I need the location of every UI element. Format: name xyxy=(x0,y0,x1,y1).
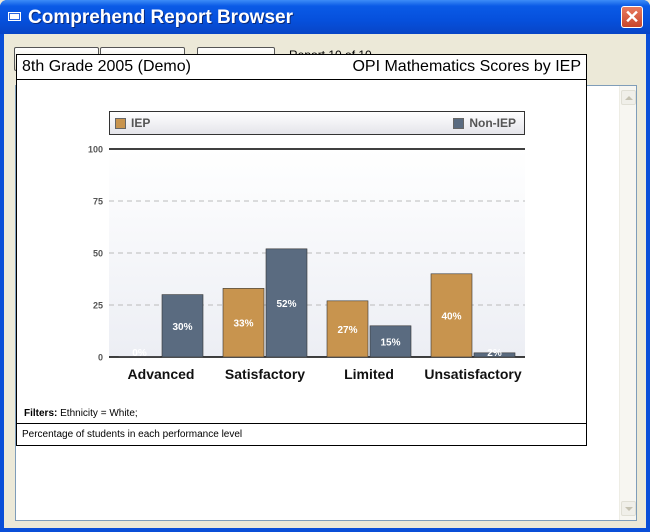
report-subject-title: OPI Mathematics Scores by IEP xyxy=(352,58,581,75)
bar-chart: 0 25 50 75 100 0% 30% Advanced 33% 52% Satisfactor… xyxy=(88,145,525,382)
scroll-down-icon xyxy=(624,506,633,511)
legend-item-iep: IEP xyxy=(115,116,150,130)
bar-value-label: 40% xyxy=(441,311,461,322)
bar-value-label: 27% xyxy=(337,325,357,336)
x-category-label: Advanced xyxy=(128,366,195,382)
legend-item-non-iep: Non-IEP xyxy=(453,116,516,130)
x-category-label: Unsatisfactory xyxy=(424,366,521,382)
x-category-label: Satisfactory xyxy=(225,366,305,382)
close-icon: ✕ xyxy=(624,7,640,27)
y-tick-label: 25 xyxy=(93,301,103,311)
y-tick-label: 50 xyxy=(93,249,103,259)
bar-value-label: 15% xyxy=(380,337,400,348)
window-icon xyxy=(8,12,21,21)
y-tick-label: 0 xyxy=(98,353,103,363)
bar-noniep-unsatisfactory xyxy=(473,352,516,358)
scroll-up-button[interactable] xyxy=(621,90,636,105)
x-category-label: Limited xyxy=(344,366,394,382)
close-button[interactable]: ✕ xyxy=(621,6,643,28)
bar-value-label: 30% xyxy=(172,322,192,333)
y-tick-label: 75 xyxy=(93,197,103,207)
vertical-scrollbar[interactable] xyxy=(619,86,636,520)
bar-noniep-limited xyxy=(369,325,412,358)
report-grade-title: 8th Grade 2005 (Demo) xyxy=(22,58,191,75)
window-title: Comprehend Report Browser xyxy=(28,7,293,28)
bar-value-label: 2% xyxy=(487,348,502,359)
legend-label-iep: IEP xyxy=(131,116,151,130)
bar-iep-limited xyxy=(326,300,369,358)
bar-value-label: 52% xyxy=(276,299,296,310)
bar-iep-satisfactory xyxy=(222,288,265,358)
report-page: 8th Grade 2005 (Demo) OPI Mathematics Sc… xyxy=(16,54,587,446)
filters-line: Filters: Ethnicity = White; xyxy=(24,408,138,419)
filters-value: Ethnicity = White; xyxy=(60,408,138,419)
title-bar[interactable]: Comprehend Report Browser ✕ xyxy=(0,0,650,34)
bar-noniep-advanced xyxy=(161,294,204,358)
scroll-down-button[interactable] xyxy=(621,501,636,516)
bar-value-label: 33% xyxy=(233,319,253,330)
legend-label-non-iep: Non-IEP xyxy=(469,116,516,130)
report-footer: Percentage of students in each performan… xyxy=(17,423,586,445)
legend-swatch-iep xyxy=(115,117,126,129)
bar-value-label: 0% xyxy=(132,348,147,359)
bar-iep-advanced xyxy=(118,356,161,358)
y-tick-label: 100 xyxy=(88,145,103,155)
report-header: 8th Grade 2005 (Demo) OPI Mathematics Sc… xyxy=(17,55,586,80)
scroll-up-icon xyxy=(624,95,633,100)
bar-noniep-satisfactory xyxy=(265,248,308,358)
legend-swatch-non-iep xyxy=(453,117,465,129)
chart-legend: IEP Non-IEP xyxy=(109,111,525,135)
bar-iep-unsatisfactory xyxy=(430,273,473,358)
filters-label: Filters: xyxy=(24,408,58,419)
